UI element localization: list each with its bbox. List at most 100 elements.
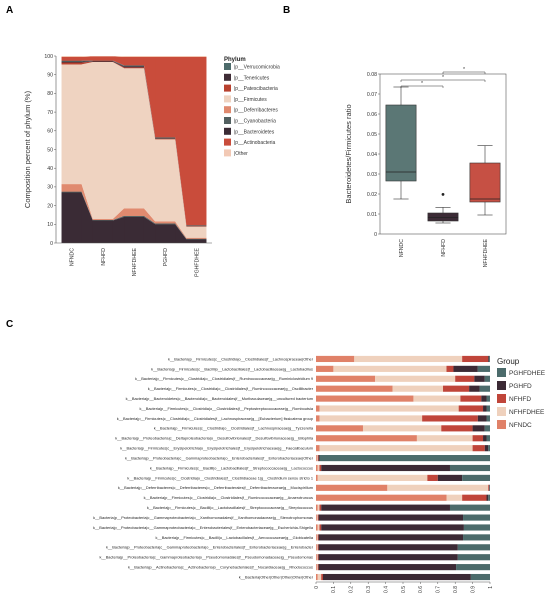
bar-segment-nfhfd: [317, 554, 319, 561]
box-x-tick-label: NFHFD: [441, 239, 447, 257]
area-bar-cyanobacteria-0: [61, 191, 82, 193]
area-bar-bacteroidetes-1: [92, 220, 113, 243]
significance-label: *: [421, 81, 423, 87]
bar-x-tick-label: 1: [488, 586, 494, 589]
area-legend-swatch-firmicutes: [224, 95, 231, 103]
bar-segment-nfhfdhee: [316, 534, 318, 541]
area-bar-other-4: [186, 56, 207, 57]
bar-segment-nfhfdhee: [317, 524, 320, 531]
bar-segment-pghfdhee: [488, 445, 490, 452]
bar-segment-pghfd: [469, 385, 480, 392]
bar-segment-nfhfd: [472, 435, 484, 442]
bar-segment-pghfdhee: [488, 494, 490, 501]
significance-label: *: [442, 75, 444, 81]
bar-segment-nfhfd: [317, 534, 319, 541]
area-bar-firmicutes-0: [61, 64, 82, 185]
bar-segment-nfhfdhee: [316, 544, 318, 551]
bar-segment-nfndc: [316, 395, 414, 402]
bar-segment-pghfd: [486, 494, 489, 501]
bar-segment-nfndc: [316, 355, 355, 363]
area-legend-label-tenericutes: |p__Tenericutes: [234, 75, 270, 81]
area-bar-firmicutes-1: [92, 61, 113, 220]
box-y-tick-label: 0.08: [367, 72, 377, 78]
bar-row-label: k__Bacteria|p__Firmicutes|c__Clostridia|…: [154, 426, 314, 431]
bar-row-label: k__Bacteria|Other|Other|Other|Other|Othe…: [239, 574, 314, 579]
bar-segment-pghfd: [472, 425, 485, 432]
area-legend-label-firmicutes: |p__Firmicutes: [234, 97, 267, 103]
bar-segment-nfhfd: [317, 564, 319, 571]
group-legend-title: Group: [497, 357, 520, 366]
bar-segment-nfndc: [316, 464, 318, 472]
bar-segment-pghfdhee: [484, 375, 490, 382]
significance-bracket: [400, 85, 444, 88]
bar-segment-pghfdhee: [462, 474, 490, 481]
bar-segment-pghfd: [477, 415, 487, 422]
area-legend-label-verrucomicrobia: |p__Verrucomicrobia: [234, 65, 280, 71]
bar-segment-nfndc: [316, 455, 317, 462]
bar-segment-pghfd: [318, 534, 464, 541]
area-y-tick-label: 10: [47, 222, 53, 228]
area-bar-tenericutes-0: [61, 61, 82, 63]
panel-b-label: B: [283, 5, 290, 16]
bar-x-tick-label: 0.7: [436, 586, 442, 593]
bar-segment-pghfdhee: [456, 564, 490, 571]
bar-row-label: k__Bacteria|p__Firmicutes|c__Clostridia|…: [148, 386, 314, 391]
bar-segment-nfhfd: [319, 504, 322, 511]
bar-x-tick-label: 0.5: [401, 586, 407, 593]
area-y-tick-label: 30: [47, 185, 53, 191]
bar-segment-pghfdhee: [463, 514, 490, 521]
area-bar-deferribacteres-0: [61, 184, 82, 192]
area-bar-firmicutes-4: [186, 226, 207, 238]
bar-segment-nfndc: [316, 554, 317, 561]
box-x-tick-label: NFHFDHEE: [483, 238, 489, 267]
bar-row-label: k__Bacteria|p__Firmicutes|c__Bacilli|o__…: [147, 505, 313, 510]
bar-segment-pghfd: [484, 445, 489, 452]
area-bar-other-2: [124, 56, 144, 57]
bar-segment-nfhfd: [441, 425, 473, 432]
area-bar-verrucomicrobia-3: [155, 137, 176, 139]
area-legend-swatch-tenericutes: [224, 73, 231, 81]
bar-segment-nfhfd: [460, 395, 482, 402]
group-legend-label-nfhfdhee: NFHFDHEE: [509, 409, 545, 416]
bar-segment-nfhfd: [317, 514, 319, 521]
bar-segment-pghfd: [453, 365, 478, 372]
area-x-tick-label: NFNDC: [70, 248, 76, 266]
bar-segment-pghfd: [483, 405, 487, 412]
bar-segment-nfndc: [316, 514, 317, 521]
area-bar-patescibacteria-2: [124, 67, 144, 69]
area-bar-bacteroidetes-0: [61, 192, 82, 243]
bar-segment-nfndc: [316, 435, 417, 442]
bar-segment-pghfdhee: [457, 554, 490, 561]
bar-x-tick-label: 0.1: [331, 586, 337, 593]
bar-segment-pghfd: [321, 504, 450, 511]
bar-segment-pghfd: [322, 573, 471, 581]
bar-segment-nfhfdhee: [317, 474, 428, 481]
bar-row-label: k__Bacteria|p__Bacteroidetes|c__Bacteroi…: [126, 396, 313, 401]
composition-area-chart: 0 10 20 30 40 50 60 70 80 90 100 NFNDC NFHFD NFHFDHEE…: [23, 54, 280, 277]
area-legend-swatch-cyanobacteria: [224, 117, 231, 124]
bar-segment-nfhfdhee: [319, 415, 423, 422]
box-y-tick-label: 0.02: [367, 192, 377, 198]
area-bar-verrucomicrobia-0: [61, 60, 82, 62]
bar-segment-nfhfd: [319, 464, 322, 472]
bar-segment-pghfdhee: [463, 534, 490, 541]
bar-segment-nfhfd: [462, 355, 489, 363]
bar-segment-pghfd: [318, 544, 458, 551]
area-bar-bacteroidetes-4: [186, 239, 207, 243]
box-x-tick-label: NFNDC: [399, 239, 405, 257]
area-bar-deferribacteres-3: [155, 221, 176, 224]
bar-x-tick-label: 0.8: [453, 586, 459, 593]
bar-segment-nfhfdhee: [392, 385, 444, 392]
bar-row-label: k__Bacteria|p__Firmicutes|c__Clostridia|…: [117, 416, 313, 421]
bar-segment-nfhfdhee: [317, 464, 320, 472]
bar-segment-nfndc: [316, 385, 393, 392]
bar-segment-nfhfd: [472, 445, 485, 452]
bar-segment-nfndc: [316, 504, 318, 511]
genus-stacked-bar-chart: k__Bacteria|p__Firmicutes|c__Clostridia|…: [93, 355, 546, 593]
area-legend-swatch-deferribacteres: [224, 106, 231, 114]
bar-segment-pghfdhee: [479, 385, 490, 392]
area-bar-cyanobacteria-1: [92, 219, 113, 221]
area-bar-cyanobacteria-2: [124, 215, 144, 217]
bar-segment-nfhfdhee: [317, 573, 322, 581]
